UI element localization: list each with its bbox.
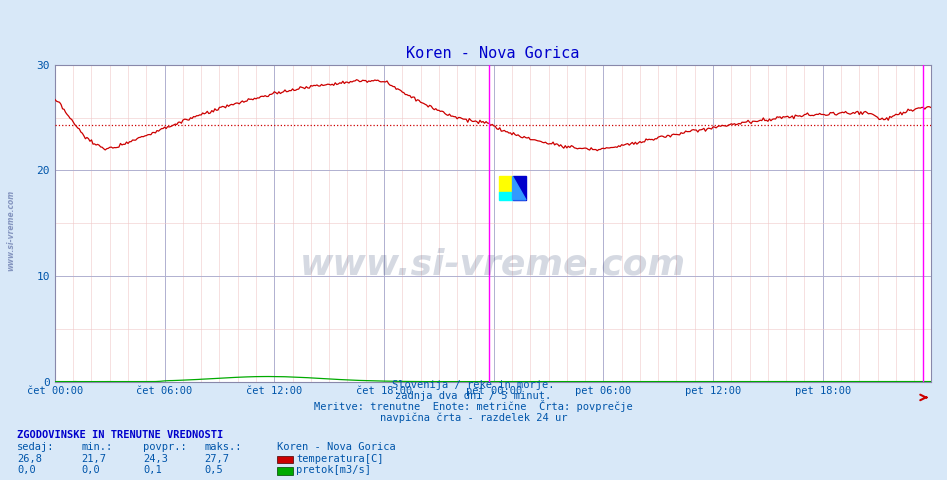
Text: maks.:: maks.: — [205, 442, 242, 452]
Text: pretok[m3/s]: pretok[m3/s] — [296, 465, 371, 475]
Bar — [499, 192, 512, 200]
Text: 26,8: 26,8 — [17, 454, 42, 464]
Title: Koren - Nova Gorica: Koren - Nova Gorica — [406, 46, 580, 61]
Text: navpična črta - razdelek 24 ur: navpična črta - razdelek 24 ur — [380, 412, 567, 423]
Bar — [499, 176, 512, 192]
Text: 0,0: 0,0 — [17, 465, 36, 475]
Text: zadnja dva dni / 5 minut.: zadnja dva dni / 5 minut. — [396, 391, 551, 401]
Text: 21,7: 21,7 — [81, 454, 106, 464]
Text: min.:: min.: — [81, 442, 113, 452]
Bar — [512, 176, 526, 200]
Text: temperatura[C]: temperatura[C] — [296, 454, 384, 464]
Text: Koren - Nova Gorica: Koren - Nova Gorica — [277, 442, 396, 452]
Text: povpr.:: povpr.: — [143, 442, 187, 452]
Polygon shape — [512, 176, 526, 200]
Text: Slovenija / reke in morje.: Slovenija / reke in morje. — [392, 380, 555, 390]
Text: ZGODOVINSKE IN TRENUTNE VREDNOSTI: ZGODOVINSKE IN TRENUTNE VREDNOSTI — [17, 430, 223, 440]
Text: sedaj:: sedaj: — [17, 442, 55, 452]
Text: Meritve: trenutne  Enote: metrične  Črta: povprečje: Meritve: trenutne Enote: metrične Črta: … — [314, 400, 633, 412]
Text: 0,1: 0,1 — [143, 465, 162, 475]
Text: www.si-vreme.com: www.si-vreme.com — [6, 190, 15, 271]
Text: 0,5: 0,5 — [205, 465, 223, 475]
Text: 24,3: 24,3 — [143, 454, 168, 464]
Text: 27,7: 27,7 — [205, 454, 229, 464]
Text: www.si-vreme.com: www.si-vreme.com — [300, 247, 686, 281]
Text: 0,0: 0,0 — [81, 465, 100, 475]
